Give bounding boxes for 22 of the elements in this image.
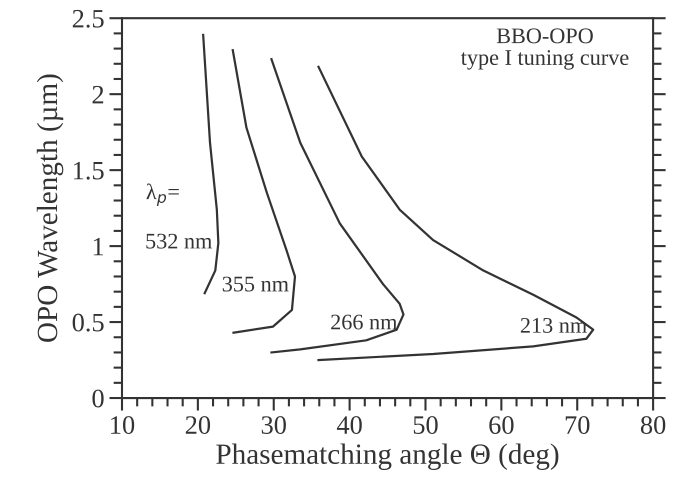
text: BBO-OPO type I tuning curve [460,28,628,70]
x-tick-label: 10 [111,416,134,434]
series-label: 213 nm [520,318,587,333]
series-label: 355 nm [222,276,289,292]
x-tick-label: 80 [640,416,666,434]
x-tick-label: 40 [336,416,362,434]
series-label: 266 nm [331,314,398,330]
x-tick-label: 30 [262,416,286,434]
x-tick-label: 50 [414,416,438,434]
y-axis-title: OPO Wavelength (µm) [36,74,64,342]
y-tick-label: 0 [92,390,104,408]
x-tick-label: 20 [186,416,210,434]
x-tick-label: 60 [489,416,514,434]
y-tick-label: 1 [94,238,104,256]
y-tick-label: 1.5 [74,162,104,180]
x-tick-label: 70 [566,416,590,434]
y-tick-label: 2.5 [72,10,104,28]
series-label: 532 nm [146,234,212,249]
y-tick-label: 2 [92,86,104,104]
annotation: λ$_{p}$= [146,183,179,206]
x-axis-title: Phasematching angle Θ (deg) [216,443,558,470]
y-tick-label: 0.5 [72,314,104,332]
